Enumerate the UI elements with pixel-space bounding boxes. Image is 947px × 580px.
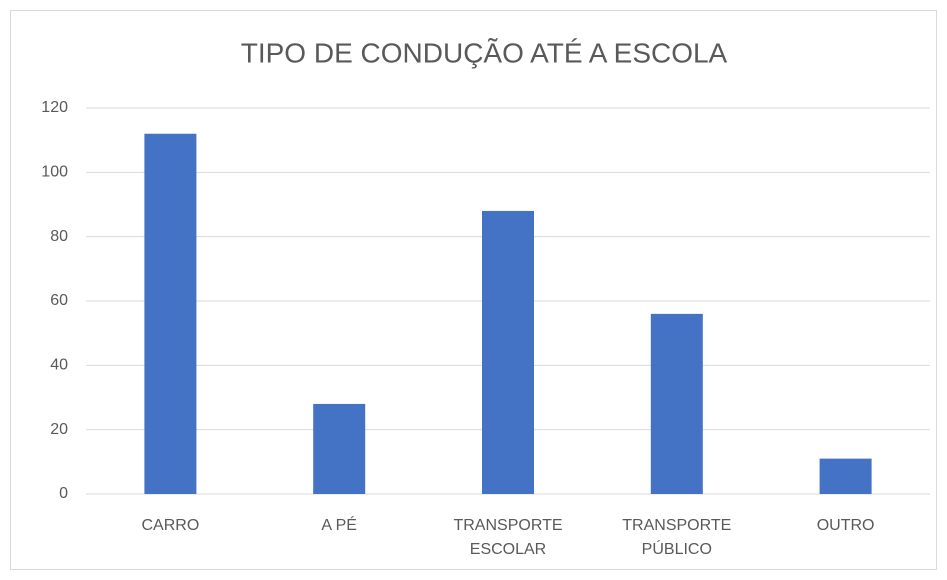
y-tick-label: 20 [50,421,68,438]
bar [819,458,872,494]
chart-title: TIPO DE CONDUÇÃO ATÉ A ESCOLA [241,37,728,68]
bar [313,403,366,494]
bar [144,133,197,494]
y-tick-label: 40 [50,357,68,374]
x-tick-label: TRANSPORTE ESCOLAR [453,517,563,558]
bar [650,313,703,494]
x-tick-label: TRANSPORTE PÚBLICO [622,517,732,558]
y-tick-label: 80 [50,228,68,245]
x-tick-label: OUTRO [816,517,875,534]
x-tick-label: CARRO [141,517,200,534]
x-tick-label: A PÉ [321,517,357,534]
y-tick-label: 60 [50,292,68,309]
y-tick-label: 120 [41,99,68,116]
y-tick-label: 0 [59,485,68,502]
y-tick-label: 100 [41,164,68,181]
bar [482,210,534,494]
